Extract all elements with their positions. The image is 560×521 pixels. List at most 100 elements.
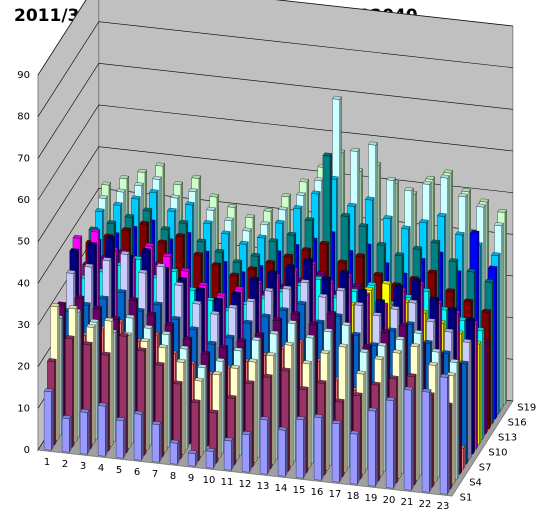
bar-side	[417, 343, 420, 481]
bar-side	[87, 409, 90, 455]
x-tick-label: 16	[311, 487, 324, 498]
bar-side	[288, 367, 291, 472]
bar-side	[501, 222, 504, 410]
bar-side	[321, 414, 324, 481]
bar	[169, 439, 180, 465]
bar	[403, 386, 414, 491]
bar-front	[151, 423, 160, 463]
grid-line	[37, 63, 513, 159]
bar-side	[309, 360, 312, 469]
x-tick-label: 15	[293, 485, 306, 496]
bar-side	[345, 343, 348, 473]
bar-side	[450, 402, 453, 490]
bar-side	[267, 416, 270, 475]
bar-side	[381, 356, 384, 477]
y-tick-label: 30	[17, 320, 30, 331]
bar	[295, 416, 306, 479]
bar-side	[453, 372, 456, 485]
y-tick-label: 70	[17, 153, 30, 164]
bar-side	[252, 380, 255, 468]
bar-side	[186, 345, 189, 450]
bar	[205, 447, 216, 469]
x-tick-label: 11	[221, 477, 234, 488]
bar-side	[180, 380, 183, 460]
bar-side	[393, 397, 396, 489]
bar-side	[360, 392, 363, 480]
bar	[259, 416, 270, 475]
bar	[223, 437, 234, 471]
bar-side	[291, 342, 294, 467]
bar	[191, 399, 201, 462]
bar	[97, 402, 108, 457]
bar-side	[459, 362, 463, 475]
x-tick-label: 19	[365, 493, 378, 504]
x-tick-label: 20	[383, 495, 396, 506]
bar-side	[93, 324, 96, 445]
bar-side	[324, 380, 327, 476]
bar-front	[187, 452, 196, 467]
x-tick-label: 2	[62, 459, 68, 470]
bar-front	[61, 417, 70, 453]
bar-side	[495, 265, 498, 420]
bar	[349, 430, 360, 485]
bar-front	[313, 416, 322, 481]
series-label: S1	[460, 493, 473, 504]
y-tick-label: 20	[17, 362, 30, 373]
bar-side	[231, 437, 234, 471]
grid-line	[37, 21, 513, 117]
bar-side	[198, 399, 201, 462]
bar-side	[204, 364, 207, 452]
bar-side	[285, 427, 288, 477]
x-tick-label: 21	[401, 497, 414, 508]
x-tick-label: 14	[275, 483, 288, 494]
bar-side	[141, 411, 144, 461]
bar	[151, 421, 162, 463]
bar-side	[306, 386, 309, 474]
bar-side	[399, 349, 402, 479]
x-tick-label: 5	[116, 465, 122, 476]
x-tick-label: 9	[188, 473, 194, 484]
bar-side	[159, 421, 162, 463]
bar-side	[488, 309, 491, 430]
bar-side	[57, 303, 60, 441]
bar	[331, 420, 342, 483]
x-tick-label: 6	[134, 467, 140, 478]
bar-side	[485, 339, 488, 435]
x-tick-label: 8	[170, 471, 176, 482]
bar-side	[414, 373, 417, 486]
bar-side	[491, 279, 495, 425]
bar-front	[97, 405, 106, 457]
x-tick-label: 4	[98, 463, 104, 474]
bar-front	[385, 399, 394, 489]
bar	[187, 450, 198, 467]
bar-side	[144, 347, 147, 456]
x-tick-label: 13	[257, 481, 270, 492]
bar-side	[411, 386, 414, 491]
bar-front	[43, 390, 52, 451]
bar-front	[115, 419, 124, 459]
bar-side	[237, 365, 240, 461]
x-tick-label: 17	[329, 489, 342, 500]
bar-side	[177, 440, 180, 465]
y-tick-label: 40	[17, 278, 30, 289]
bar-front	[205, 450, 214, 469]
bar-front	[349, 433, 358, 485]
bar-side	[72, 335, 75, 448]
bar	[367, 407, 378, 487]
bar-front	[403, 389, 412, 491]
series-label: S10	[488, 448, 507, 459]
bar-side	[201, 377, 204, 457]
series-label: S16	[508, 418, 527, 429]
bar-front	[133, 413, 142, 461]
series-label: S13	[498, 433, 517, 444]
grid-line	[37, 104, 513, 201]
x-tick-label: 12	[239, 479, 252, 490]
bar-side	[463, 445, 466, 470]
bar-side	[213, 448, 216, 469]
bar	[61, 415, 72, 453]
bar-side	[54, 358, 57, 446]
bar-front	[439, 376, 448, 495]
bar-side	[123, 417, 126, 459]
x-tick-label: 18	[347, 491, 360, 502]
